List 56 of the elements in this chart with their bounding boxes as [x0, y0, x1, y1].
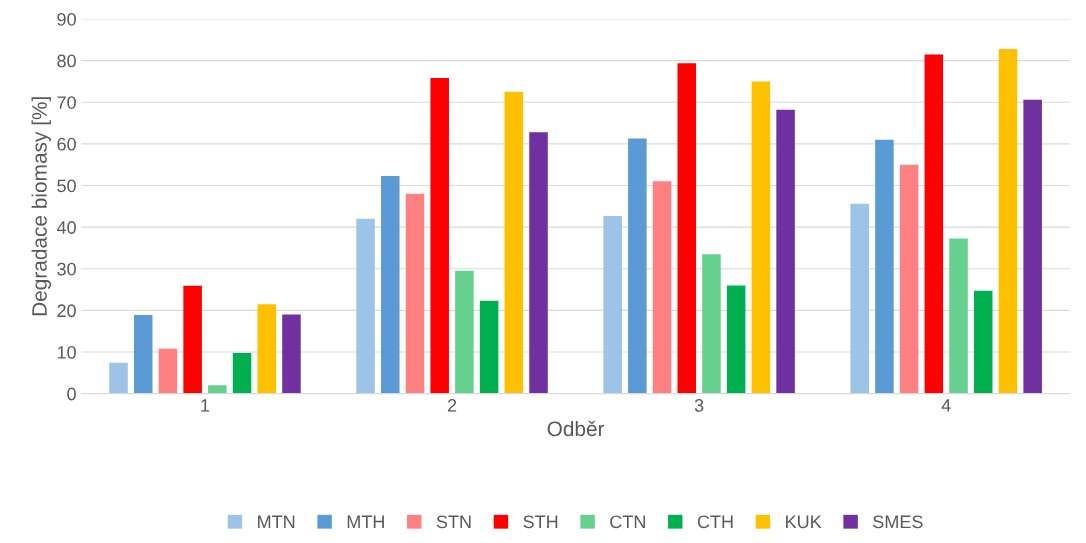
bar: [109, 362, 128, 394]
bar: [405, 193, 425, 394]
bar: [998, 48, 1018, 394]
legend-label: CTN: [610, 515, 645, 529]
y-tick-label: 10: [57, 345, 76, 359]
x-axis-title: Odběr: [547, 420, 605, 437]
x-tick-label: 2: [447, 399, 457, 412]
bar: [381, 175, 400, 394]
y-tick-label: 40: [56, 221, 76, 234]
bar: [973, 290, 993, 394]
bar: [455, 270, 474, 394]
y-tick-label: 30: [57, 262, 76, 276]
bar: [949, 238, 968, 394]
bar: [257, 304, 277, 394]
legend-label: MTH: [347, 515, 384, 529]
bar: [356, 218, 375, 394]
y-tick-label: 60: [57, 137, 76, 151]
bar: [726, 285, 746, 394]
y-tick-label: 0: [67, 387, 76, 401]
bar: [677, 63, 697, 394]
bar: [924, 54, 944, 394]
bar: [1023, 99, 1042, 394]
bar: [603, 215, 622, 394]
bar: [232, 352, 252, 394]
x-tick-label: 4: [941, 399, 951, 412]
bar: [158, 348, 178, 394]
y-tick-label: 50: [57, 179, 76, 193]
y-tick-label: 80: [57, 54, 76, 68]
bar: [875, 139, 894, 394]
y-tick-label: 20: [57, 304, 76, 318]
bar: [430, 78, 449, 394]
bar: [504, 91, 524, 394]
bar: [282, 314, 301, 394]
legend-label: MTN: [258, 515, 295, 529]
bar: [702, 254, 721, 394]
bar: [776, 109, 795, 394]
y-tick-label: 90: [57, 12, 76, 26]
y-axis-title: Degradace biomasy [%]: [31, 97, 51, 316]
legend-label: KUK: [786, 515, 822, 529]
x-tick-label: 3: [694, 399, 704, 412]
bar: [183, 285, 202, 394]
bar: [652, 181, 672, 394]
legend-label: SMES: [873, 515, 923, 529]
bar: [133, 314, 153, 394]
legend-label: STN: [436, 515, 471, 529]
bar: [628, 138, 647, 394]
bar: [479, 300, 499, 394]
bar: [850, 203, 869, 394]
bar: [751, 81, 771, 394]
legend-label: CTH: [697, 515, 733, 529]
x-tick-label: 1: [201, 399, 210, 412]
bar: [529, 132, 548, 394]
bar: [208, 385, 227, 394]
bar: [899, 164, 919, 394]
y-tick-label: 70: [57, 96, 76, 109]
legend-label: STH: [523, 515, 558, 529]
